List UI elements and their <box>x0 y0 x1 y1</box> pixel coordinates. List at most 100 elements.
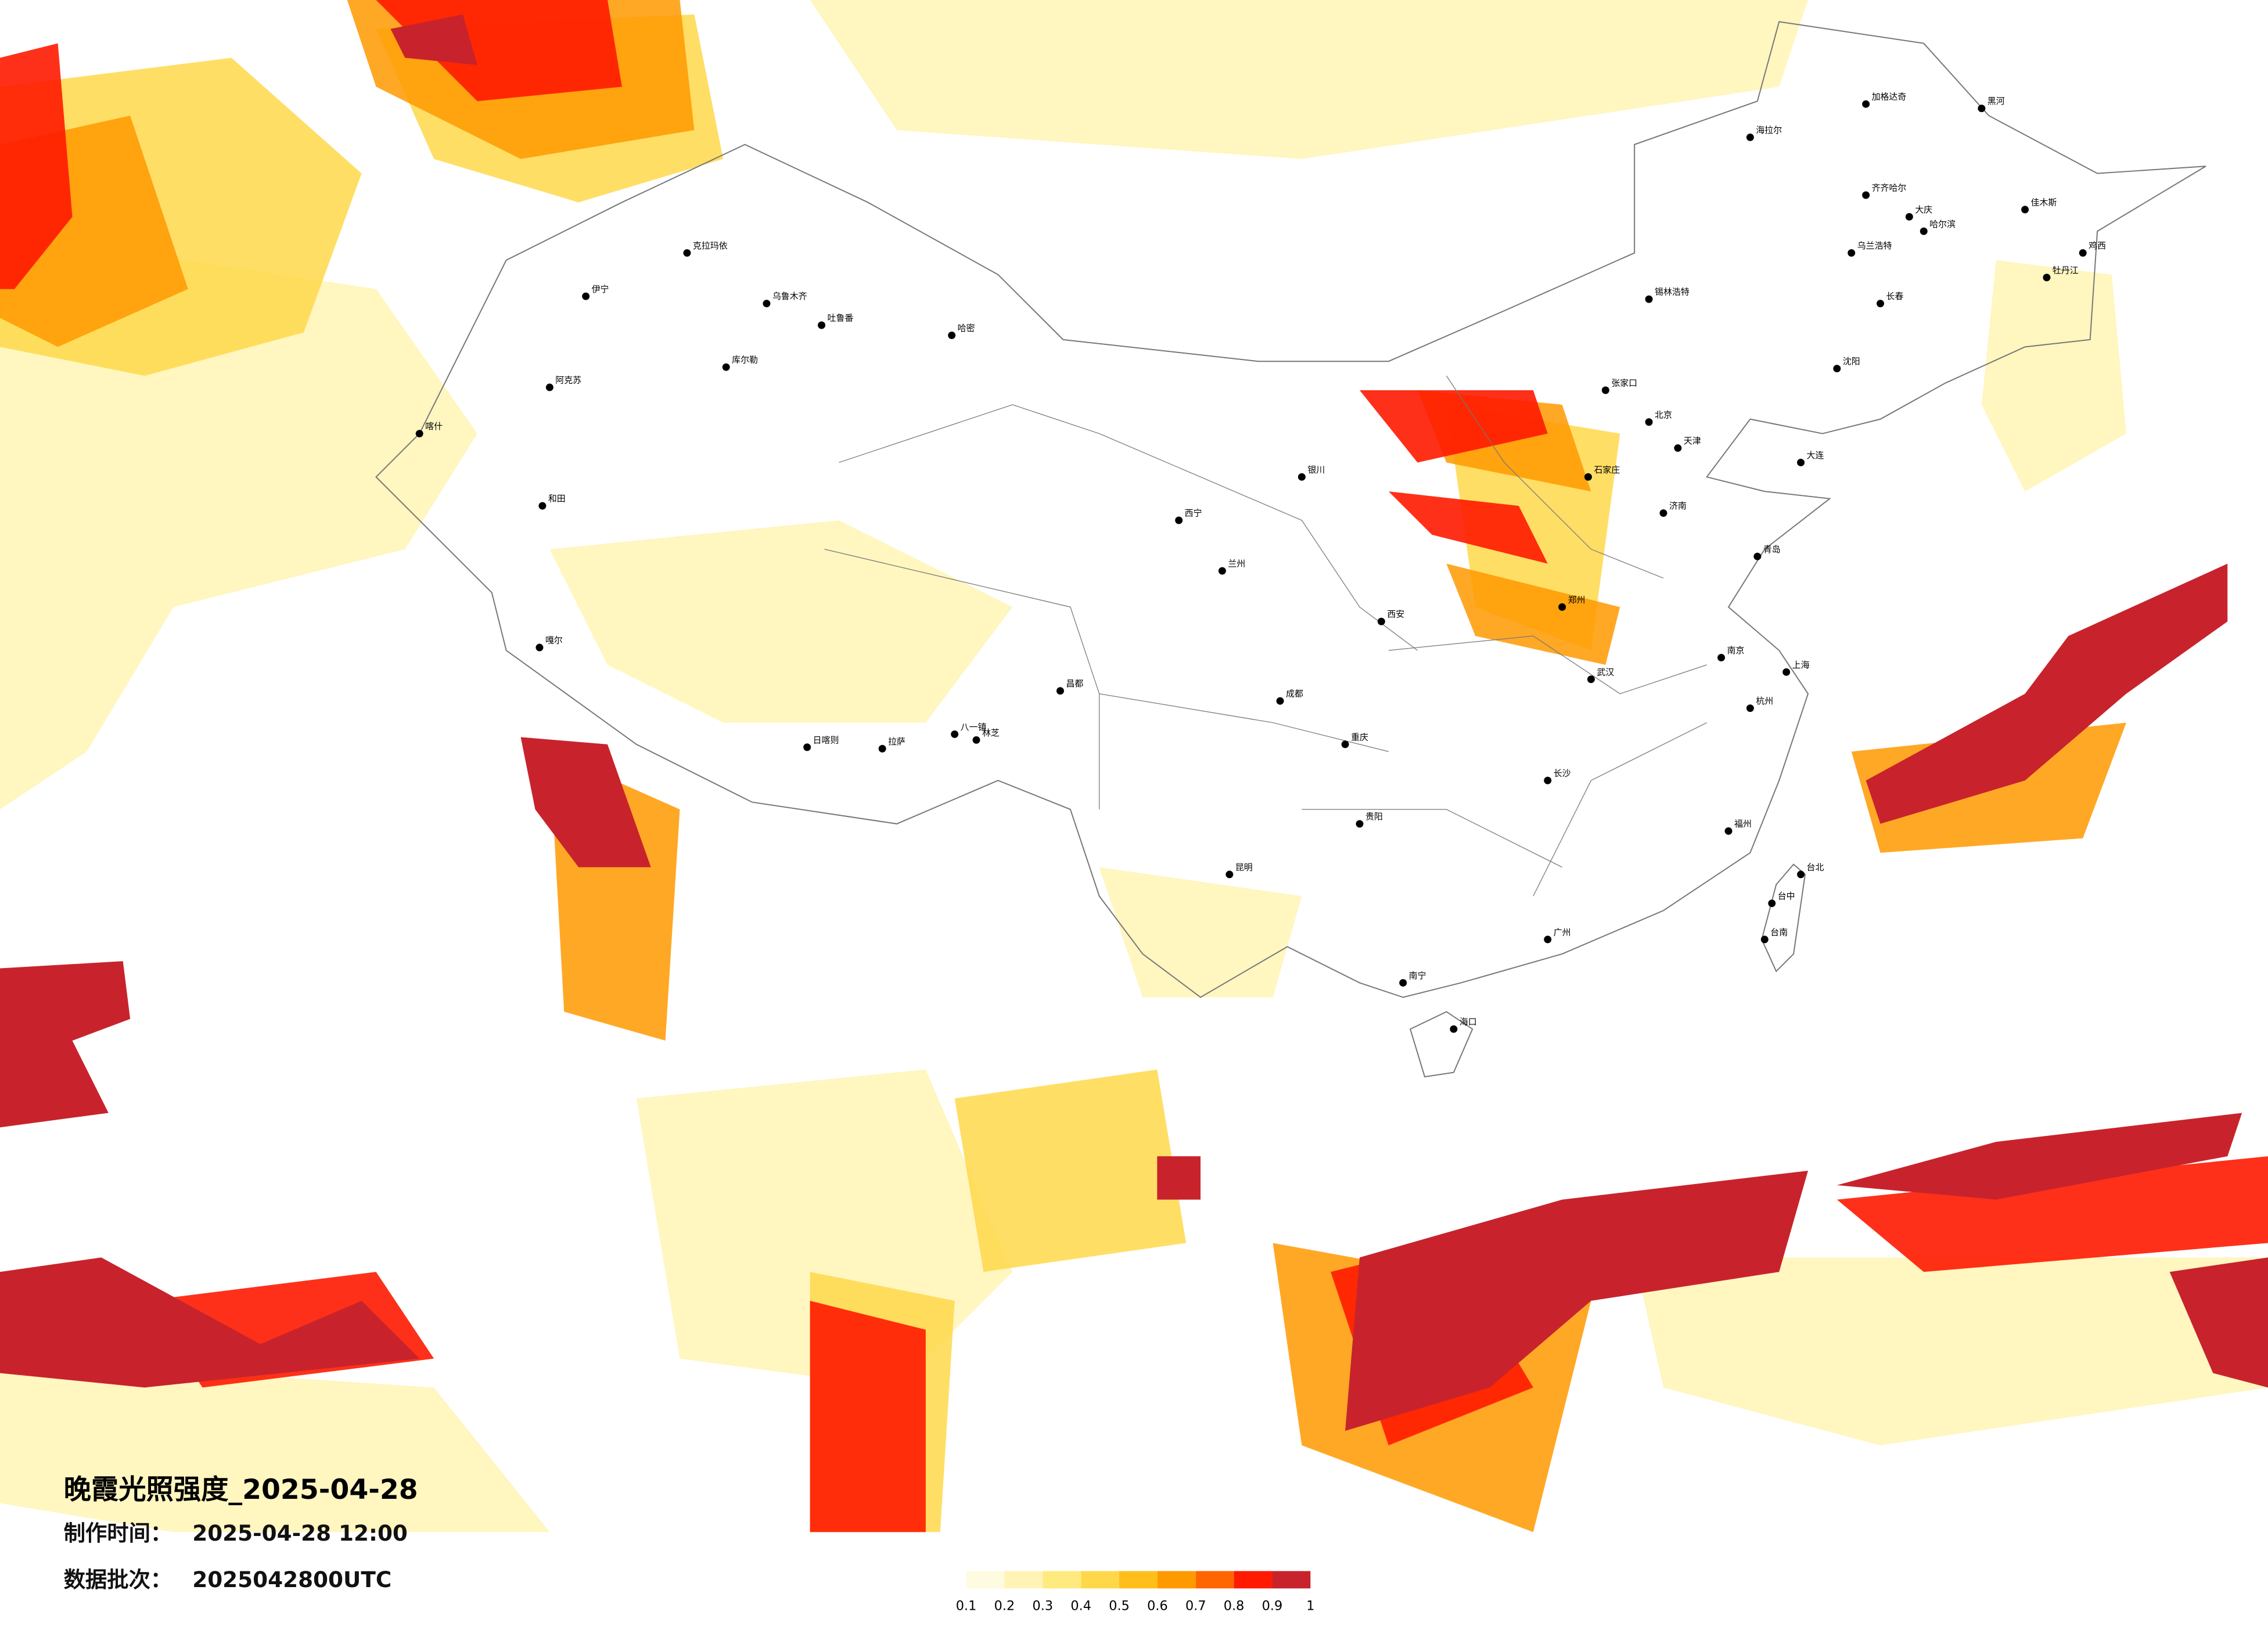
boundaries <box>375 21 2206 1078</box>
city-label: 大连 <box>1807 450 1824 461</box>
city-label: 台北 <box>1807 862 1824 872</box>
city-dot <box>1601 386 1609 394</box>
city-label: 青岛 <box>1763 544 1781 555</box>
city-dot <box>1399 979 1407 987</box>
city-label: 天津 <box>1684 436 1701 446</box>
city-label: 佳木斯 <box>2031 197 2057 207</box>
city-dot <box>763 300 771 308</box>
city-dot <box>1724 827 1733 835</box>
city-label: 嘎尔 <box>545 635 563 646</box>
city-label: 林芝 <box>982 728 1000 738</box>
city-label: 西宁 <box>1185 508 1202 519</box>
colorbar-tick-label: 0.5 <box>1109 1599 1130 1614</box>
city-label: 哈尔滨 <box>1929 219 1956 229</box>
city-label: 杭州 <box>1756 696 1773 706</box>
city-dot <box>1584 473 1592 481</box>
city-label: 银川 <box>1307 465 1325 475</box>
city-dot <box>683 249 691 257</box>
colorbar-tick-label: 0.2 <box>994 1599 1015 1614</box>
city-label: 牡丹江 <box>2053 265 2079 275</box>
colorbar-tick-label: 0.6 <box>1147 1599 1168 1614</box>
colorbar-tick-label: 0.3 <box>1033 1599 1054 1614</box>
city-dot <box>582 292 590 300</box>
city-label: 八一镇 <box>961 722 987 732</box>
production-time-label: 制作时间： <box>64 1520 172 1546</box>
city-dot <box>2021 206 2029 214</box>
city-label: 昆明 <box>1235 862 1253 872</box>
city-label: 伊宁 <box>592 284 609 294</box>
city-dot <box>1877 300 1885 308</box>
colorbar-tick-label: 0.8 <box>1224 1599 1245 1614</box>
city-dot <box>1218 567 1226 575</box>
city-label: 沈阳 <box>1843 356 1860 366</box>
city-dot <box>1558 603 1566 611</box>
city-dot <box>1544 936 1552 944</box>
city-label: 昌都 <box>1066 678 1083 689</box>
city-dot <box>1746 704 1754 713</box>
city-dot <box>1175 516 1183 524</box>
city-label: 台中 <box>1778 891 1795 901</box>
city-dot <box>1377 617 1385 625</box>
city-dot <box>538 502 547 510</box>
city-dot <box>1746 133 1754 141</box>
city-dot <box>1753 552 1762 560</box>
city-label: 乌兰浩特 <box>1857 240 1892 251</box>
city-dot <box>2079 249 2087 257</box>
batch-label: 数据批次： <box>64 1567 172 1592</box>
city-dot <box>1587 675 1595 684</box>
city-dot <box>1797 870 1805 879</box>
city-label: 鸡西 <box>2089 240 2106 251</box>
title: 晚霞光照强度_2025-04-28 <box>64 1474 418 1506</box>
city-label: 广州 <box>1554 927 1571 937</box>
city-label: 长春 <box>1886 291 1904 301</box>
city-dot <box>1978 105 1986 113</box>
colorbar-bin <box>1157 1571 1196 1589</box>
city-dot <box>948 331 956 339</box>
colorbar-bin <box>1195 1571 1234 1589</box>
city-label: 哈密 <box>958 323 975 333</box>
city-dot <box>1905 213 1913 221</box>
city-label: 加格达奇 <box>1872 92 1907 102</box>
city-dot <box>1862 191 1870 199</box>
city-label: 重庆 <box>1351 732 1368 742</box>
city-label: 海拉尔 <box>1756 125 1782 135</box>
city-label: 锡林浩特 <box>1655 287 1690 297</box>
hainan <box>1409 1011 1473 1078</box>
city-dot <box>972 736 980 744</box>
colorbar-tick-label: 1 <box>1306 1599 1314 1614</box>
city-label: 石家庄 <box>1594 465 1620 475</box>
heat-low <box>0 0 2268 1533</box>
colorbar-bin <box>1004 1571 1043 1589</box>
city-dot <box>1782 668 1791 676</box>
city-label: 北京 <box>1655 409 1672 420</box>
city-label: 喀什 <box>425 421 443 431</box>
city-dot <box>1862 100 1870 108</box>
colorbar-tick-label: 0.1 <box>956 1599 977 1614</box>
colorbar: 0.1 0.2 0.3 0.4 0.5 0.6 0.7 0.8 0.9 1 <box>956 1571 1314 1614</box>
city-dot <box>1356 820 1364 828</box>
city-dot <box>1056 687 1064 695</box>
city-label: 上海 <box>1792 660 1810 670</box>
city-label: 贵阳 <box>1365 811 1383 822</box>
colorbar-bin <box>1272 1571 1311 1589</box>
city-dot <box>1833 365 1841 373</box>
city-label: 武汉 <box>1597 667 1614 677</box>
colorbar-tick-label: 0.7 <box>1185 1599 1206 1614</box>
city-label: 兰州 <box>1228 559 1245 569</box>
city-label: 库尔勒 <box>732 355 758 365</box>
heat-dark <box>0 14 2268 1431</box>
colorbar-tick-label: 0.9 <box>1262 1599 1283 1614</box>
city-label: 吐鲁番 <box>828 313 854 323</box>
city-label: 郑州 <box>1568 595 1586 605</box>
city-dot <box>1717 653 1726 661</box>
city-label: 齐齐哈尔 <box>1872 183 1907 193</box>
city-label: 成都 <box>1286 689 1303 699</box>
city-dot <box>535 643 544 652</box>
city-dot <box>1920 227 1928 235</box>
city-label: 福州 <box>1734 819 1752 829</box>
city-dot <box>545 383 553 391</box>
city-dot <box>951 730 959 738</box>
